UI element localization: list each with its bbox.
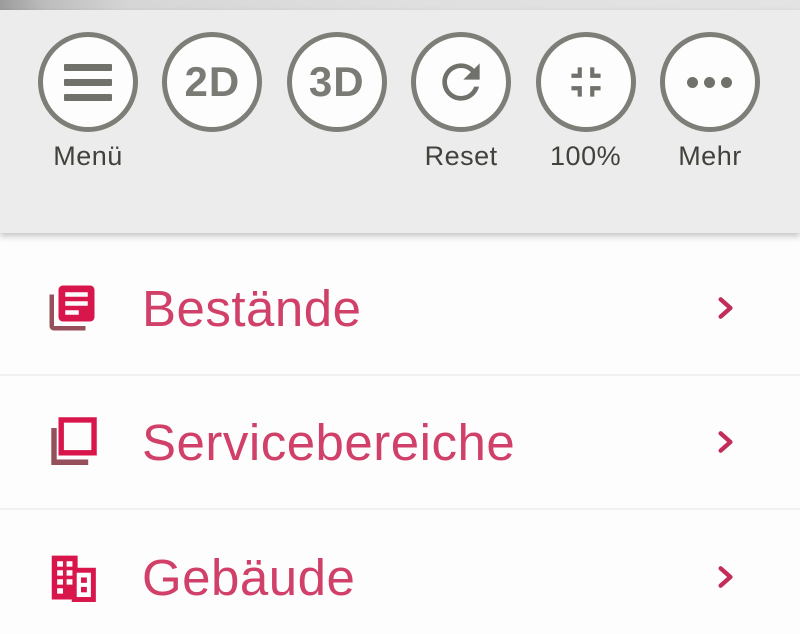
menu-item-gebaeude[interactable]: Gebäude bbox=[0, 510, 800, 634]
menu-icon bbox=[64, 63, 112, 101]
menu-item-label: Gebäude bbox=[142, 548, 356, 606]
refresh-icon bbox=[442, 63, 480, 101]
toolbar-buttons-row: Menü 2D 3D Reset bbox=[0, 10, 800, 173]
menu-item-label: Servicebereiche bbox=[142, 413, 516, 471]
reset-button-label: Reset bbox=[424, 141, 498, 171]
stacked-documents-icon bbox=[49, 285, 95, 331]
reset-button[interactable]: Reset bbox=[403, 32, 519, 173]
more-button-circle bbox=[659, 32, 760, 132]
layers-icon bbox=[51, 417, 97, 465]
mode-3d-button-circle: 3D bbox=[286, 32, 387, 132]
mode-2d-button-circle: 2D bbox=[162, 32, 263, 132]
menu-item-bestaende[interactable]: Bestände bbox=[0, 242, 800, 376]
menu-item-label: Bestände bbox=[142, 279, 362, 337]
zoom-100-button[interactable]: 100% bbox=[528, 32, 644, 173]
layer-menu: Bestände Servicebereiche bbox=[0, 233, 800, 634]
mode-3d-button[interactable]: 3D bbox=[279, 32, 395, 173]
chevron-right-icon bbox=[718, 297, 733, 319]
top-strip bbox=[0, 0, 800, 10]
menu-button[interactable]: Menü bbox=[30, 32, 146, 173]
chevron-right-icon bbox=[718, 431, 733, 453]
mode-3d-label: 3D bbox=[308, 58, 365, 105]
more-button-label: Mehr bbox=[678, 141, 742, 171]
mode-2d-button[interactable]: 2D bbox=[154, 32, 270, 173]
more-button[interactable]: Mehr bbox=[652, 32, 768, 173]
menu-item-servicebereiche[interactable]: Servicebereiche bbox=[0, 376, 800, 510]
map-toolbar: Menü 2D 3D Reset bbox=[0, 10, 800, 233]
fullscreen-exit-icon bbox=[570, 67, 601, 97]
zoom-100-button-circle bbox=[535, 32, 636, 132]
zoom-100-button-label: 100% bbox=[550, 141, 622, 171]
more-ellipsis-icon bbox=[687, 76, 733, 88]
menu-button-label: Menü bbox=[53, 141, 123, 171]
chevron-right-icon bbox=[718, 566, 733, 588]
menu-button-circle bbox=[38, 32, 138, 132]
building-icon bbox=[51, 555, 96, 602]
mode-2d-label: 2D bbox=[184, 58, 241, 105]
reset-button-circle bbox=[411, 32, 512, 132]
